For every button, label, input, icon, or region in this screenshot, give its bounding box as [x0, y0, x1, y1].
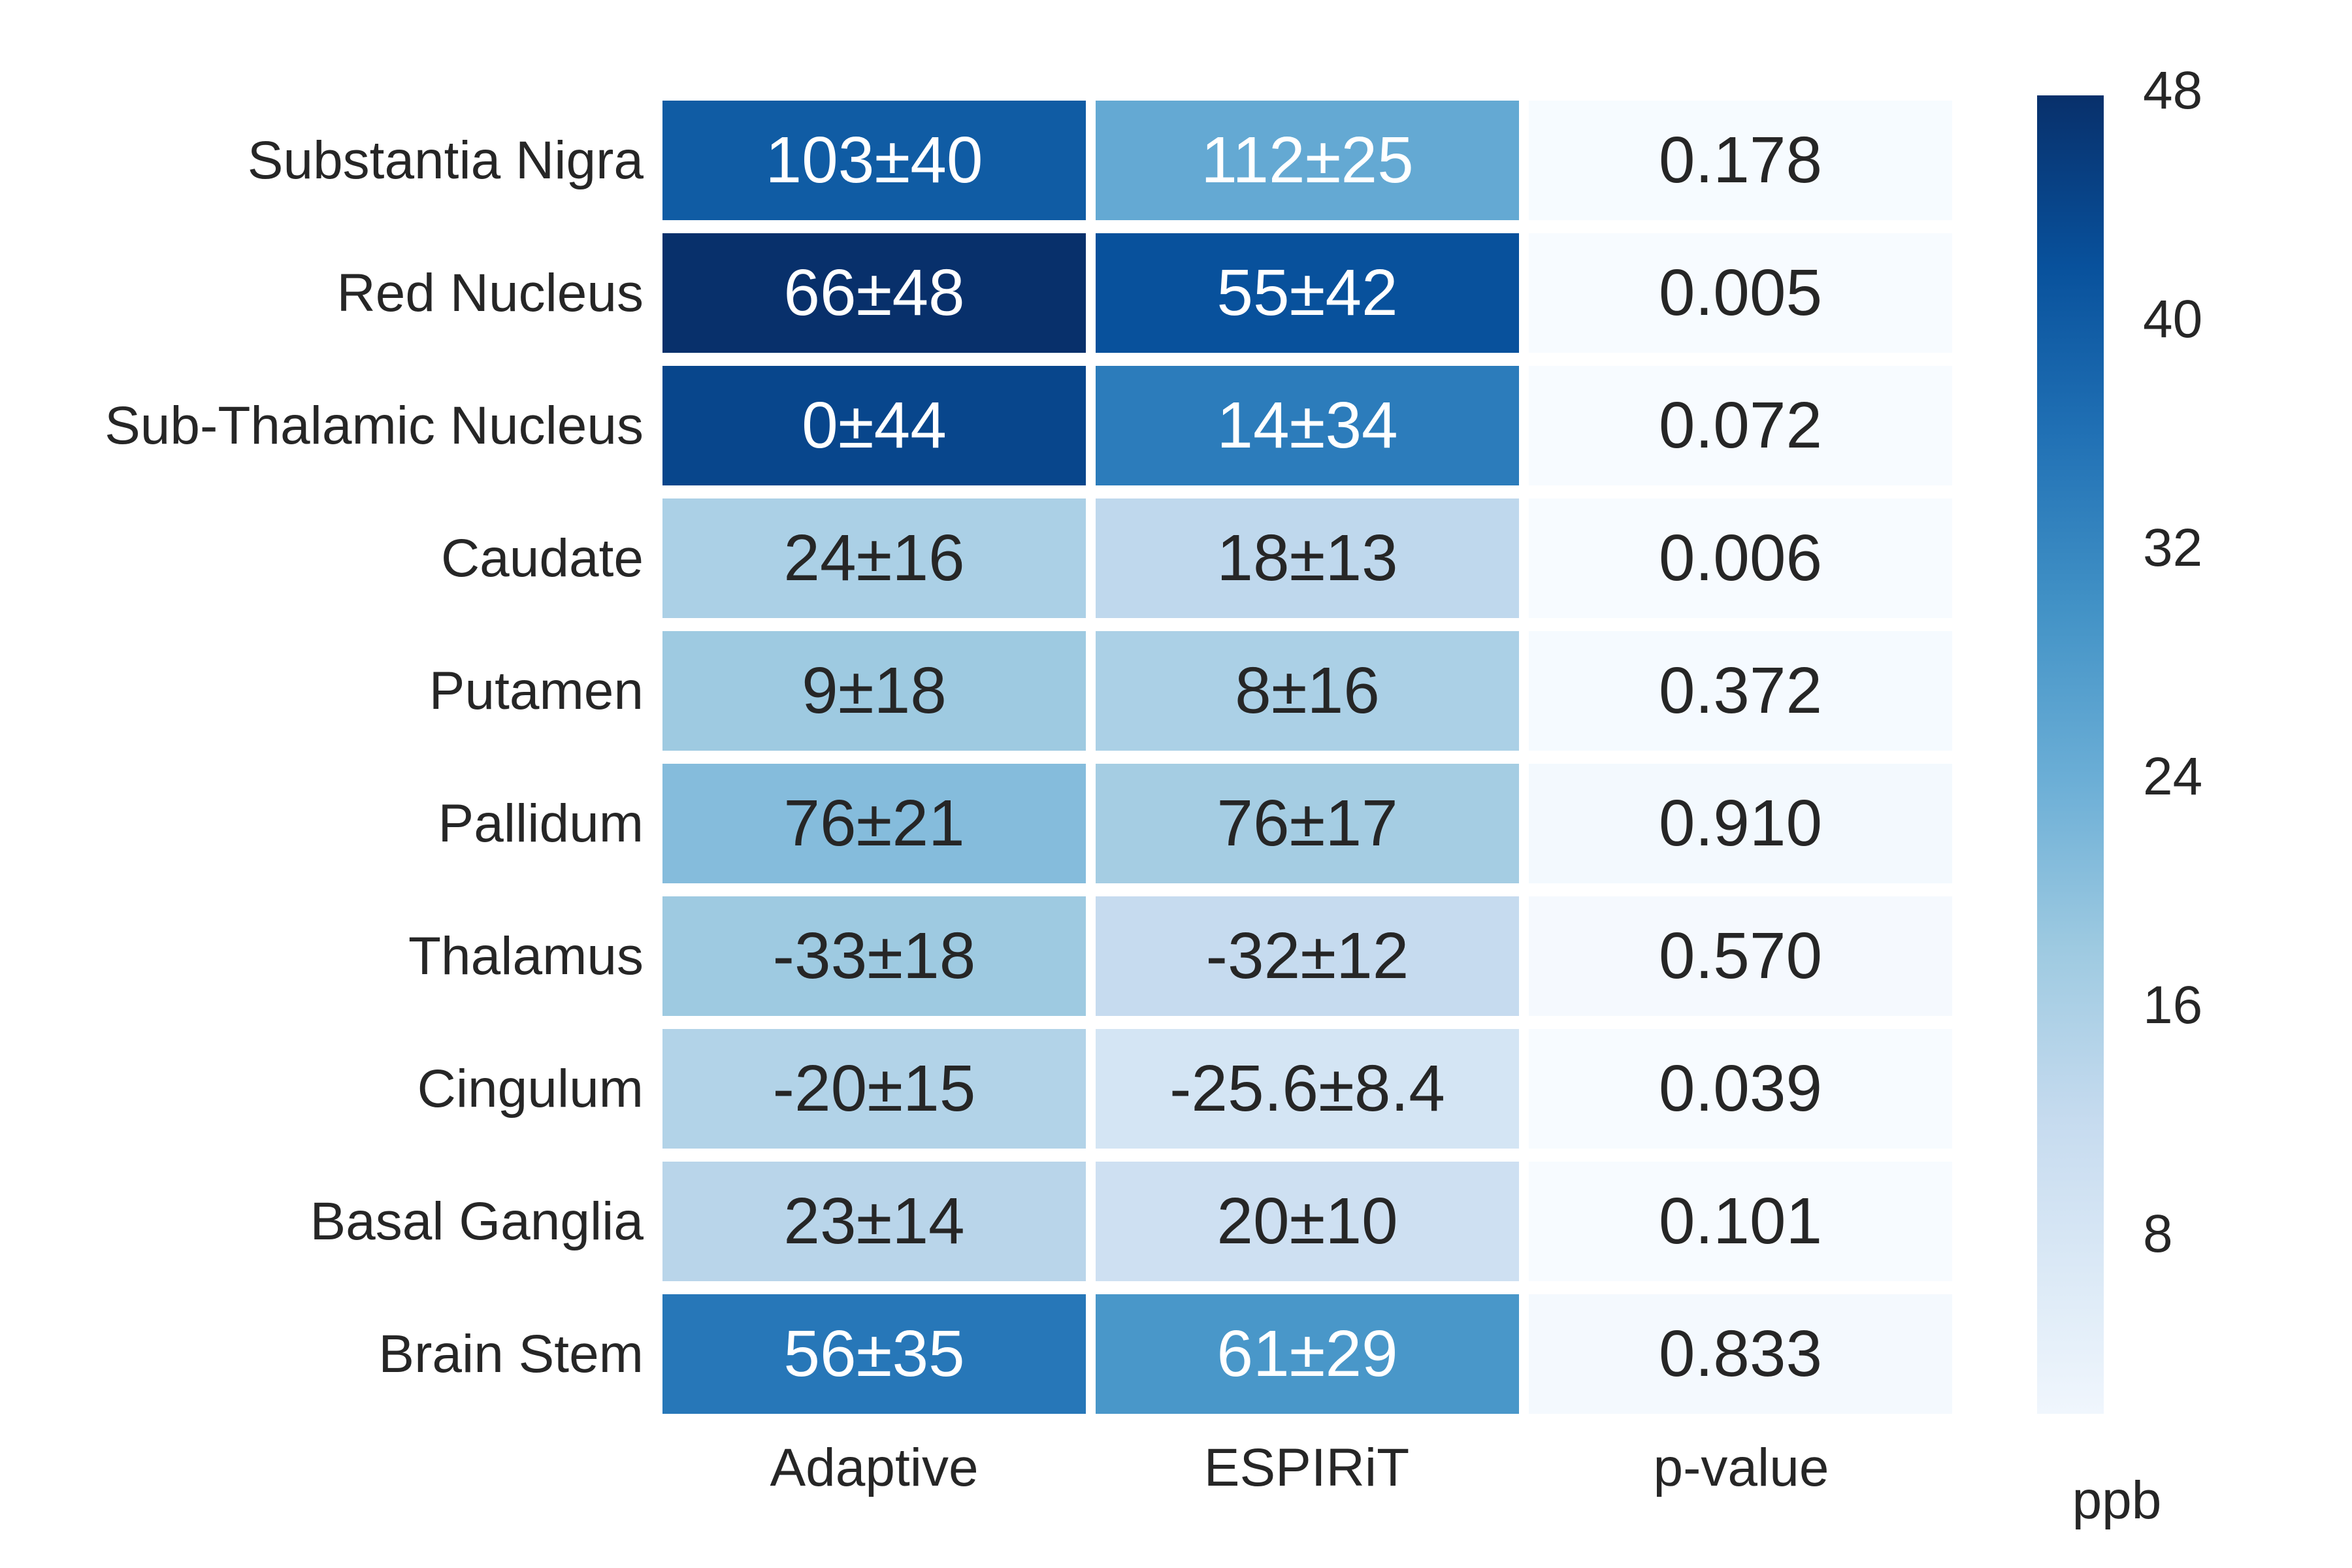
heatmap-cell: 76±17 — [1096, 764, 1519, 883]
heatmap-cell: 0.910 — [1529, 764, 1952, 883]
heatmap-cell: -32±12 — [1096, 896, 1519, 1016]
heatmap-cell: 0±44 — [662, 366, 1086, 485]
row-label: Basal Ganglia — [310, 1191, 644, 1251]
heatmap-cell: -20±15 — [662, 1029, 1086, 1149]
heatmap-cell: 0.005 — [1529, 233, 1952, 353]
row-label: Sub-Thalamic Nucleus — [105, 395, 644, 455]
colorbar-tick-label: 40 — [2143, 289, 2203, 349]
heatmap-cell: 61±29 — [1096, 1294, 1519, 1414]
heatmap-cell: -25.6±8.4 — [1096, 1029, 1519, 1149]
column-label-espirit: ESPIRiT — [1203, 1438, 1410, 1497]
heatmap-cell: 24±16 — [662, 498, 1086, 618]
heatmap-cell: 0.072 — [1529, 366, 1952, 485]
heatmap-cell: 103±40 — [662, 101, 1086, 220]
heatmap-cell: 0.178 — [1529, 101, 1952, 220]
column-label-adaptive: Adaptive — [770, 1438, 979, 1497]
heatmap-cell: 56±35 — [662, 1294, 1086, 1414]
colorbar-tick-label: 48 — [2143, 60, 2203, 120]
heatmap-cell: 8±16 — [1096, 631, 1519, 751]
heatmap-cell: -33±18 — [662, 896, 1086, 1016]
row-label: Cingulum — [417, 1058, 644, 1119]
heatmap-cell: 0.006 — [1529, 498, 1952, 618]
colorbar-tick-label: 32 — [2143, 517, 2203, 578]
heatmap-cell: 66±48 — [662, 233, 1086, 353]
heatmap-cell: 55±42 — [1096, 233, 1519, 353]
heatmap-cell: 76±21 — [662, 764, 1086, 883]
row-label: Thalamus — [408, 926, 644, 986]
colorbar-gradient — [2037, 95, 2104, 1414]
colorbar-tick-label: 24 — [2143, 746, 2203, 806]
heatmap-cell: 0.570 — [1529, 896, 1952, 1016]
column-label-p-value: p-value — [1653, 1438, 1829, 1497]
colorbar-unit-label: ppb — [2072, 1471, 2162, 1530]
row-label: Red Nucleus — [336, 263, 644, 323]
row-label: Pallidum — [438, 793, 644, 853]
heatmap-cell: 0.039 — [1529, 1029, 1952, 1149]
colorbar-tick-label: 16 — [2143, 975, 2203, 1035]
heatmap-cell: 0.833 — [1529, 1294, 1952, 1414]
heatmap-cell: 20±10 — [1096, 1162, 1519, 1281]
heatmap-cell: 0.101 — [1529, 1162, 1952, 1281]
heatmap-cell: 18±13 — [1096, 498, 1519, 618]
heatmap-cell: 23±14 — [662, 1162, 1086, 1281]
heatmap-cell: 0.372 — [1529, 631, 1952, 751]
row-label: Putamen — [429, 661, 644, 721]
heatmap-cell: 9±18 — [662, 631, 1086, 751]
row-label: Caudate — [440, 528, 644, 588]
colorbar-tick-label: 8 — [2143, 1203, 2173, 1264]
heatmap-cell: 14±34 — [1096, 366, 1519, 485]
row-label: Brain Stem — [378, 1324, 644, 1384]
row-label: Substantia Nigra — [247, 130, 644, 190]
heatmap-cell: 112±25 — [1096, 101, 1519, 220]
